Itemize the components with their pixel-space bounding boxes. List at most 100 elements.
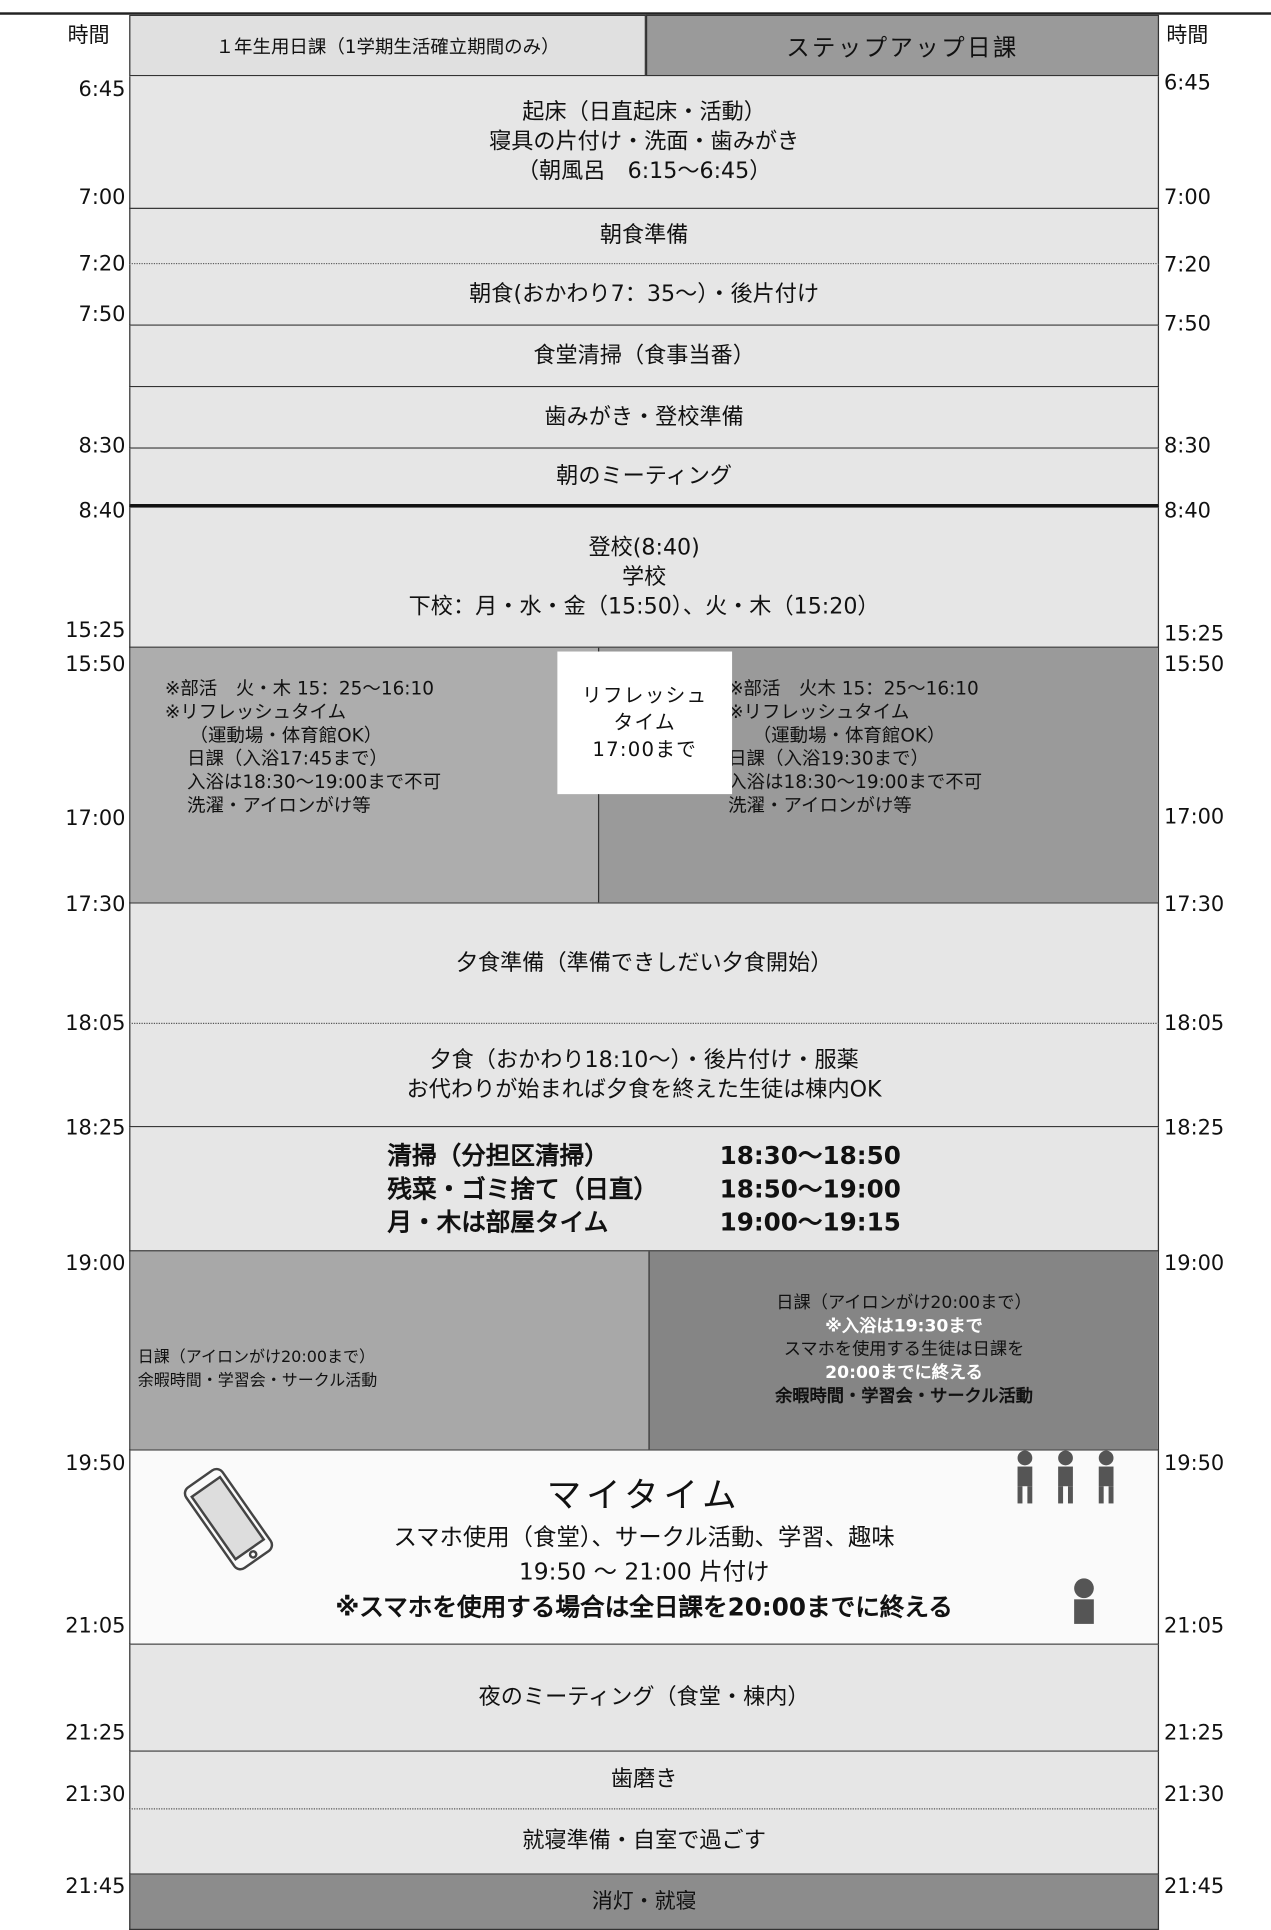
left-time: 15:50	[65, 652, 126, 678]
left-time: 18:25	[65, 1116, 126, 1141]
right-time: 15:25	[1163, 622, 1225, 647]
left-time: 18:05	[65, 1011, 126, 1037]
right-time: 19:50	[1163, 1451, 1225, 1477]
left-time-header: 時間	[67, 23, 110, 48]
note-text: 17:00まで	[592, 737, 698, 761]
right-time: 18:25	[1163, 1116, 1225, 1141]
block-text: 入浴は18:30〜19:00まで不可	[187, 770, 442, 793]
schedule-block: 夕食（おかわり18:10〜）・後片付け・服薬 お代わりが始まれば夕食を終えた生徒は…	[129, 1024, 1160, 1128]
right-column: 日課（アイロンがけ20:00まで） ※入浴は19:30まで スマホを使用する生徒は日…	[649, 1251, 1158, 1450]
block-text: 日課（アイロンがけ20:00まで）	[137, 1347, 376, 1367]
block-text: 朝のミーティング	[556, 462, 733, 489]
schedule-block: 清掃（分担区清掃） 18:30〜18:50 残菜・ゴミ捨て（日直） 18:50〜19:…	[129, 1127, 1160, 1252]
right-time: 7:00	[1163, 185, 1211, 211]
left-time: 7:50	[78, 302, 126, 327]
right-time: 21:25	[1163, 1721, 1225, 1746]
left-header: １年生用日課（1学期生活確立期間のみ）	[129, 14, 646, 77]
block-text: スマホ使用（食堂）、サークル活動、学習、趣味	[393, 1523, 895, 1551]
right-time: 17:30	[1163, 892, 1225, 918]
block-text: （朝風呂 6:15〜6:45）	[516, 157, 772, 184]
right-time: 8:40	[1163, 499, 1211, 524]
row-text: 18:50〜19:00	[719, 1173, 901, 1203]
left-time: 6:45	[78, 77, 126, 103]
right-time: 7:50	[1163, 312, 1211, 337]
schedule-block: 歯みがき・登校準備	[129, 387, 1160, 449]
left-time: 8:30	[78, 433, 126, 459]
schedule-block: 起床（日直起床・活動） 寝具の片付け・洗面・歯みがき （朝風呂 6:15〜6:45）	[129, 76, 1160, 209]
note-text: タイム	[613, 710, 676, 734]
right-header: ステップアップ日課	[645, 14, 1160, 77]
right-time: 18:05	[1163, 1011, 1225, 1037]
right-time-header: 時間	[1166, 23, 1209, 48]
left-time: 17:00	[65, 806, 126, 832]
block-text: 寝具の片付け・洗面・歯みがき	[489, 128, 800, 155]
block-text: 夕食準備（準備できしだい夕食開始）	[455, 949, 833, 976]
block-text: 就寝準備・自室で過ごす	[522, 1827, 767, 1854]
row-text: 18:30〜18:50	[719, 1140, 901, 1170]
block-text: 消灯・就寝	[591, 1889, 697, 1915]
block-text: 洗濯・アイロンがけ等	[728, 794, 912, 817]
block-text: 歯みがき・登校準備	[544, 403, 744, 430]
note-text: リフレッシュ	[581, 683, 708, 707]
row-text: 残菜・ゴミ捨て（日直）	[387, 1173, 659, 1203]
left-time: 8:40	[78, 499, 126, 524]
schedule-block: 夜のミーティング（食堂・棟内）	[129, 1644, 1160, 1752]
block-text: （運動場・体育館OK）	[189, 724, 383, 747]
right-time: 21:30	[1163, 1782, 1225, 1808]
block-text: スマホを使用する生徒は日課を	[783, 1339, 1025, 1360]
row-text: 清掃（分担区清掃）	[387, 1140, 609, 1170]
row-text: 月・木は部屋タイム	[387, 1206, 609, 1237]
schedule-block: 朝のミーティング	[129, 448, 1160, 508]
left-time: 19:00	[65, 1251, 126, 1277]
schedule-block: 歯磨き	[129, 1751, 1160, 1810]
left-column: ※部活 火・木 15：25〜16:10 ※リフレッシュタイム （運動場・体育館OK）…	[130, 647, 598, 903]
block-text: 20:00までに終える	[825, 1363, 983, 1383]
top-border	[0, 12, 1271, 15]
block-text: 学校	[621, 563, 667, 590]
schedule-block: マイタイムスマホ使用（食堂）、サークル活動、学習、趣味 19:50 〜 21:00…	[129, 1450, 1160, 1645]
block-text: 日課（入浴17:45まで）	[187, 747, 388, 770]
phone-icon	[183, 1467, 274, 1571]
left-time: 21:45	[65, 1874, 126, 1900]
rows: 清掃（分担区清掃） 18:30〜18:50 残菜・ゴミ捨て（日直） 18:50〜19:…	[387, 1139, 900, 1239]
block-text: 19:50 〜 21:00 片付け	[518, 1558, 770, 1586]
mytime-title: マイタイム	[546, 1474, 742, 1516]
schedule-block: 登校(8:40) 学校下校：月・水・金（15:50）、火・木（15:20）	[129, 507, 1160, 648]
block-text: ※リフレッシュタイム	[728, 700, 910, 723]
block-text: お代わりが始まれば夕食を終えた生徒は棟内OK	[406, 1076, 882, 1103]
left-time: 7:00	[78, 185, 126, 211]
right-time: 8:30	[1163, 433, 1211, 459]
block-text: 朝食準備	[599, 222, 689, 249]
block-text: （運動場・体育館OK）	[752, 724, 946, 747]
schedule-block: 消灯・就寝	[129, 1874, 1160, 1930]
block-text: 入浴は18:30〜19:00まで不可	[728, 770, 983, 793]
left-time: 21:05	[65, 1614, 126, 1639]
block-text: 余暇時間・学習会・サークル活動	[775, 1386, 1033, 1407]
block-text: ※部活 火木 15：25〜16:10	[728, 677, 979, 700]
left-time: 7:20	[78, 252, 126, 277]
block-text: 食堂清掃（食事当番）	[533, 342, 755, 369]
schedule-block: 日課（アイロンがけ20:00まで） 余暇時間・学習会・サークル活動 日課（アイロンが…	[129, 1251, 1160, 1451]
block-text: 起床（日直起床・活動）	[522, 98, 766, 125]
left-column: 日課（アイロンがけ20:00まで） 余暇時間・学習会・サークル活動	[130, 1251, 650, 1450]
block-text: 下校：月・水・金（15:50）、火・木（15:20）	[408, 593, 880, 619]
left-time: 17:30	[65, 892, 126, 918]
left-time: 15:25	[65, 618, 126, 643]
block-text: ※入浴は19:30まで	[825, 1316, 983, 1337]
refresh-note: リフレッシュ タイム 17:00まで	[557, 651, 733, 795]
block-text: 日課（入浴19:30まで）	[728, 747, 929, 770]
right-time: 21:45	[1163, 1874, 1225, 1900]
block-text: 日課（アイロンがけ20:00まで）	[776, 1293, 1032, 1313]
block-text: 登校(8:40)	[588, 534, 700, 560]
block-text: ※リフレッシュタイム	[164, 700, 347, 723]
block-text: 夜のミーティング（食堂・棟内）	[478, 1684, 810, 1710]
block-text: 朝食(おかわり7：35〜）・後片付け	[469, 280, 820, 307]
right-time: 19:00	[1163, 1251, 1225, 1277]
row-text: 19:00〜19:15	[719, 1206, 901, 1237]
left-time: 21:30	[65, 1782, 126, 1808]
left-time: 21:25	[65, 1721, 126, 1746]
left-time: 19:50	[65, 1451, 126, 1477]
schedule-block: 朝食準備	[129, 208, 1160, 265]
